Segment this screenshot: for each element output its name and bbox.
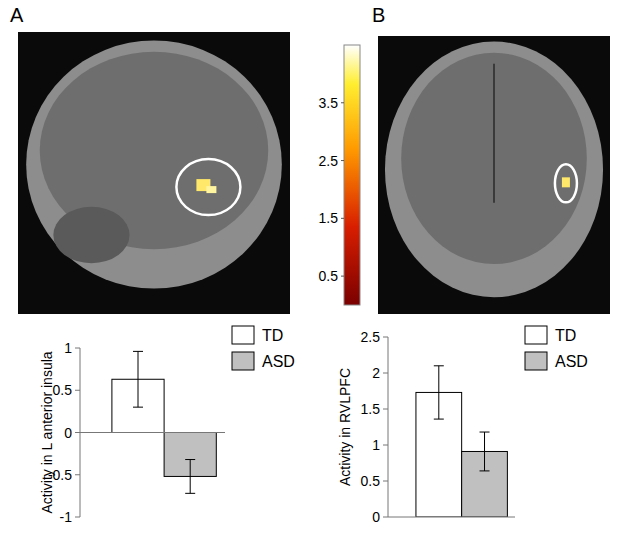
error-bar xyxy=(480,432,490,471)
y-tick xyxy=(383,373,388,374)
y-tick xyxy=(75,390,80,391)
error-bar-line xyxy=(138,351,139,407)
colorbar-tick-label: 3.5 xyxy=(319,95,339,111)
y-axis-title: Activity in L anterior insula xyxy=(39,351,55,513)
y-tick xyxy=(383,409,388,410)
y-tick xyxy=(383,337,388,338)
error-bar-line xyxy=(438,366,439,419)
legend-label: TD xyxy=(555,327,576,344)
y-tick xyxy=(75,517,80,518)
legend-swatch xyxy=(232,326,254,344)
bars xyxy=(416,366,507,517)
error-bar-cap xyxy=(480,432,490,433)
legend-swatch xyxy=(525,352,547,370)
image-background xyxy=(378,36,610,314)
y-tick-label: 0.5 xyxy=(53,382,73,398)
head xyxy=(385,42,603,298)
legend-label: TD xyxy=(262,327,283,344)
legend-swatch xyxy=(232,352,254,370)
error-bar-cap xyxy=(434,419,444,420)
y-tick xyxy=(383,517,388,518)
y-tick-label: 0.5 xyxy=(361,473,381,489)
colorbar-tick xyxy=(341,102,344,103)
brain xyxy=(401,53,587,264)
y-tick xyxy=(383,445,388,446)
panel-label: B xyxy=(372,4,385,26)
y-tick-label: 1 xyxy=(372,437,380,453)
y-tick-label: 1.5 xyxy=(361,401,381,417)
activation-blob xyxy=(206,186,216,193)
error-bar-cap xyxy=(185,459,195,460)
panel-label: A xyxy=(10,4,24,26)
bars xyxy=(112,351,216,493)
head xyxy=(26,40,282,288)
figure: AB0.51.52.53.5-1-0.500.51Activity in L a… xyxy=(0,0,624,534)
error-bar-line xyxy=(190,460,191,494)
y-tick-label: 2 xyxy=(372,365,380,381)
error-bar-cap xyxy=(133,351,143,352)
y-axis-title: Activity in RVLPFC xyxy=(337,368,353,486)
error-bar-line xyxy=(484,432,485,471)
brain-image xyxy=(18,32,290,314)
error-bar xyxy=(133,351,143,407)
colorbar-tick xyxy=(341,276,344,277)
y-tick-label: 0 xyxy=(64,425,72,441)
colorbar-tick-label: 1.5 xyxy=(319,210,339,226)
error-bar-cap xyxy=(434,365,444,366)
error-bar xyxy=(185,460,195,494)
error-bar-cap xyxy=(133,407,143,408)
brain-image xyxy=(378,36,610,314)
y-axis xyxy=(388,337,389,517)
colorbar-tick xyxy=(341,218,344,219)
y-tick xyxy=(383,481,388,482)
error-bar-cap xyxy=(185,493,195,494)
colorbar-tick xyxy=(341,160,344,161)
cerebellum xyxy=(53,207,129,263)
y-tick xyxy=(75,348,80,349)
error-bar xyxy=(434,366,444,419)
y-tick xyxy=(75,474,80,475)
y-tick-label: 2.5 xyxy=(361,329,381,345)
colorbar-tick-label: 2.5 xyxy=(319,153,339,169)
y-tick-label: -1 xyxy=(60,509,73,525)
roi-circle xyxy=(176,159,240,215)
chart: 0 0.5 1 1.5 2 2.5 Activity in RVLPFC TD ASD xyxy=(337,326,588,525)
colorbar xyxy=(344,45,360,305)
colorbar-tick-label: 0.5 xyxy=(319,268,339,284)
error-bar-cap xyxy=(480,470,490,471)
roi-circle xyxy=(555,164,577,202)
y-tick-label: 1 xyxy=(64,340,72,356)
legend-label: ASD xyxy=(555,353,588,370)
image-background xyxy=(18,32,290,314)
y-tick-label: 0 xyxy=(372,509,380,525)
legend-swatch xyxy=(525,326,547,344)
x-axis xyxy=(80,432,225,433)
y-tick xyxy=(75,432,80,433)
x-axis xyxy=(388,517,515,518)
chart: -1-0.500.51Activity in L anterior insula… xyxy=(39,326,295,525)
activation-blob xyxy=(562,177,570,187)
legend-label: ASD xyxy=(262,353,295,370)
midline xyxy=(493,64,495,203)
